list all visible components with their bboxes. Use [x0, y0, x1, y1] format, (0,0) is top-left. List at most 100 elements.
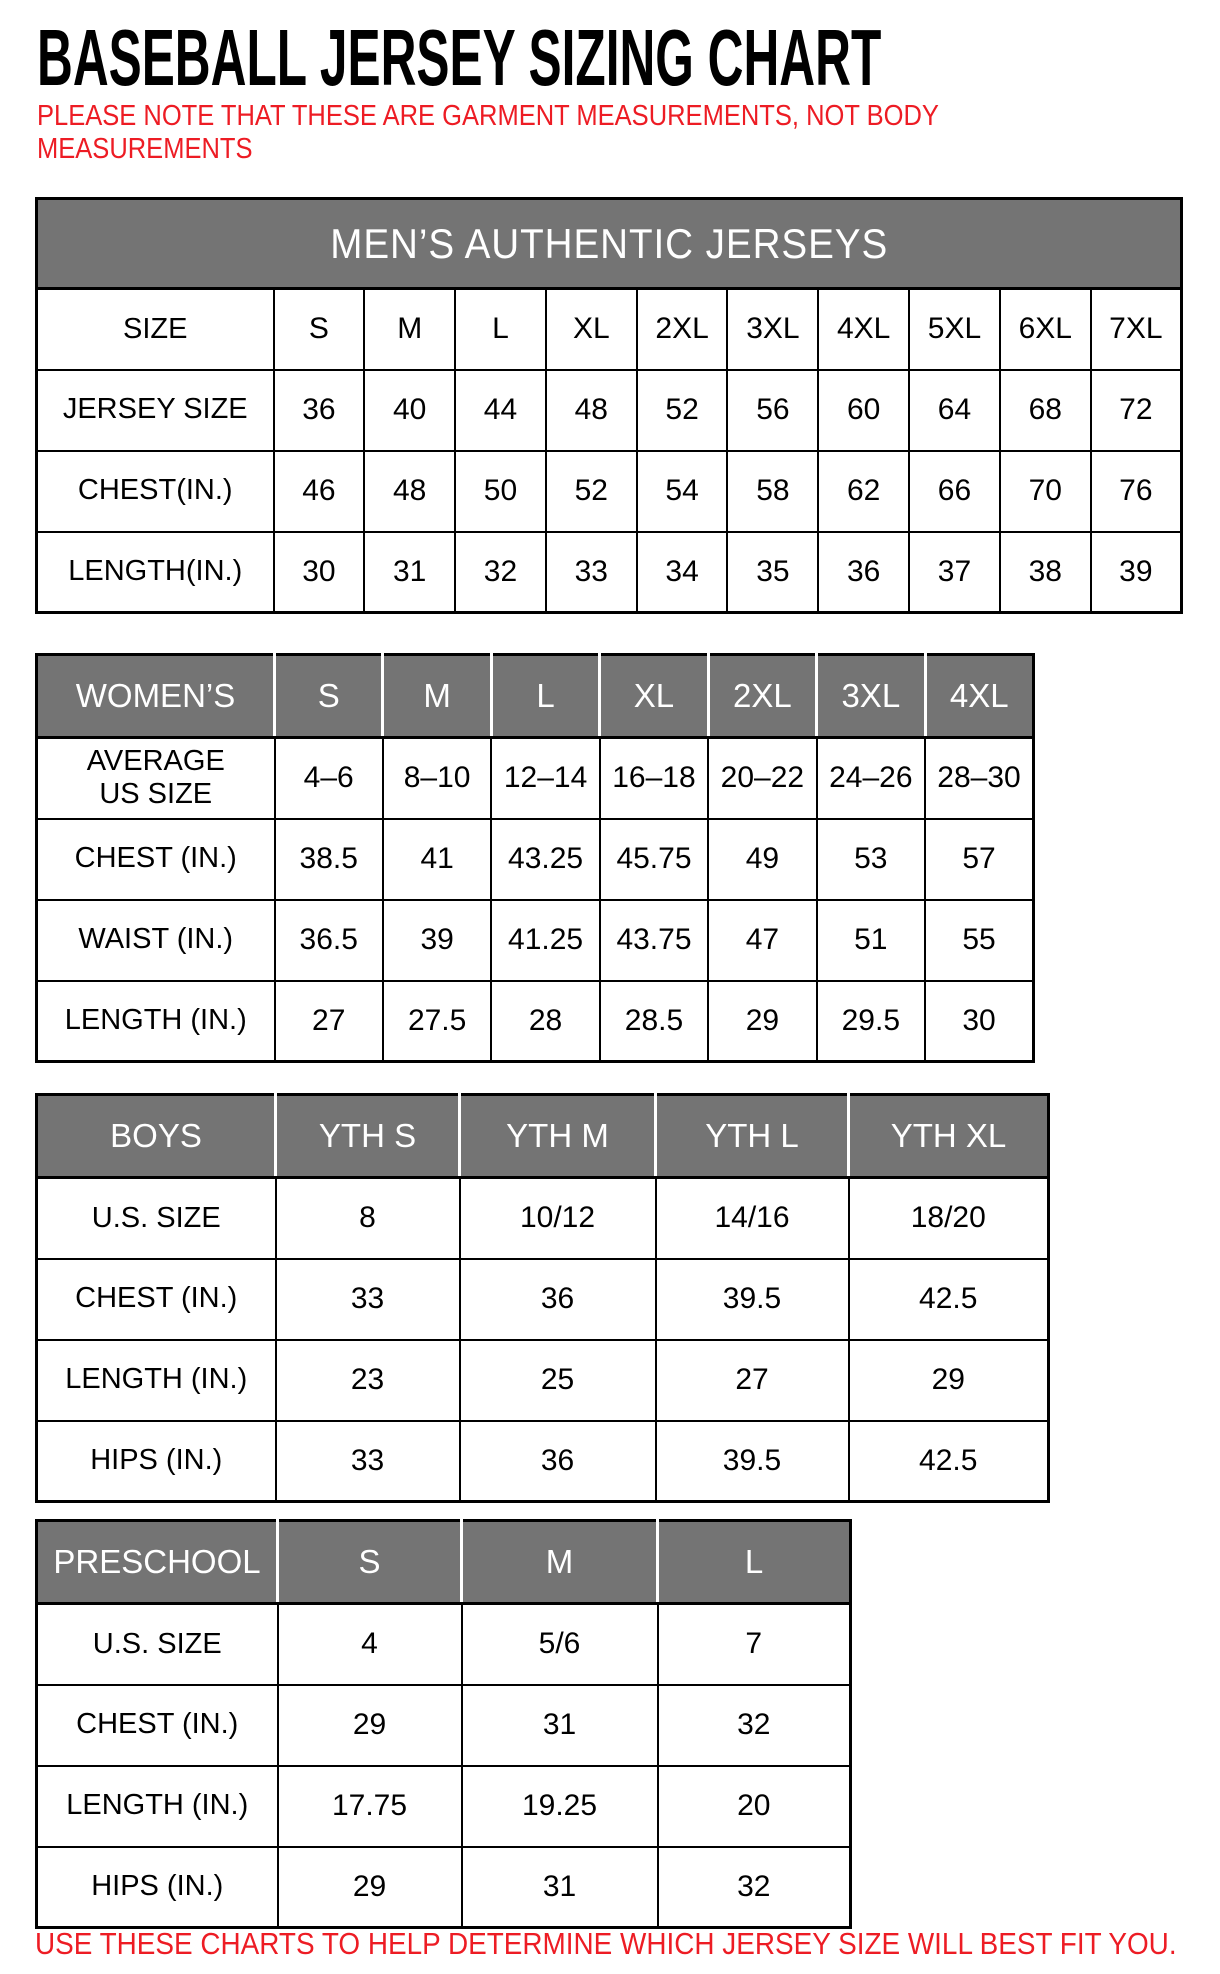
row-label: CHEST(IN.) [35, 449, 275, 533]
size-value: 25 [458, 1338, 657, 1422]
row-label: JERSEY SIZE [35, 368, 275, 452]
size-value: 2XL [635, 287, 729, 371]
measurement-note-line: MEASUREMENTS [37, 133, 1062, 166]
size-value: 52 [635, 368, 729, 452]
size-value: 57 [924, 817, 1035, 901]
size-value: M [363, 287, 457, 371]
size-value: 7 [656, 1602, 852, 1686]
size-value: 47 [707, 898, 818, 982]
column-header: YTH S [274, 1094, 460, 1179]
size-value: 29 [847, 1338, 1050, 1422]
size-value: 28–30 [924, 736, 1035, 820]
size-value: 36 [817, 530, 911, 614]
measurement-note-line: PLEASE NOTE THAT THESE ARE GARMENT MEASU… [37, 100, 1062, 133]
row-label: SIZE [35, 287, 275, 371]
size-value: 55 [924, 898, 1035, 982]
column-header: PRESCHOOL [36, 1520, 278, 1605]
size-value: 36.5 [273, 898, 384, 982]
size-value: 42.5 [847, 1257, 1050, 1341]
row-label: CHEST (IN.) [35, 817, 276, 901]
size-value: 32 [656, 1683, 852, 1767]
size-value: 76 [1089, 449, 1183, 533]
size-value: 60 [817, 368, 911, 452]
column-header: BOYS [36, 1094, 276, 1179]
column-header: YTH M [458, 1094, 656, 1179]
size-value: 36 [272, 368, 366, 452]
size-value: 23 [274, 1338, 461, 1422]
size-value: 39 [1089, 530, 1183, 614]
table-row: AVERAGE US SIZE 4–6 8–10 12–14 16–18 20–22 24–… [35, 736, 1035, 820]
column-header: 4XL [923, 654, 1034, 739]
womens-sizing-table: WOMEN’S S M L XL 2XL 3XL 4XL AVERAGE US SIZE 4–6 8… [35, 653, 1035, 1063]
size-value: 58 [726, 449, 820, 533]
size-value: 7XL [1089, 287, 1183, 371]
column-header: S [276, 1520, 462, 1605]
size-value: 48 [363, 449, 457, 533]
column-header: L [489, 654, 600, 739]
column-header: YTH XL [847, 1094, 1049, 1179]
size-value: 27 [654, 1338, 850, 1422]
measurement-note: PLEASE NOTE THAT THESE ARE GARMENT MEASU… [37, 100, 1062, 166]
size-value: 3XL [726, 287, 820, 371]
size-value: 17.75 [276, 1764, 463, 1848]
size-value: 20–22 [707, 736, 818, 820]
row-label: U.S. SIZE [35, 1176, 277, 1260]
row-label: HIPS (IN.) [35, 1845, 279, 1929]
column-header: WOMEN’S [36, 654, 275, 739]
row-label: LENGTH (IN.) [35, 1764, 279, 1848]
size-value: 27 [273, 979, 384, 1063]
size-value: 39.5 [654, 1257, 850, 1341]
size-value: 10/12 [458, 1176, 657, 1260]
column-header: L [656, 1520, 851, 1605]
size-value: 48 [544, 368, 638, 452]
size-value: 32 [454, 530, 547, 614]
size-value: 18/20 [847, 1176, 1050, 1260]
size-value: 42.5 [847, 1419, 1050, 1503]
table-banner-text: MEN’S AUTHENTIC JERSEYS [330, 219, 888, 267]
size-value: 36 [458, 1419, 657, 1503]
size-value: 27.5 [381, 979, 493, 1063]
size-value: L [454, 287, 547, 371]
size-value: 70 [998, 449, 1092, 533]
table-row: WAIST (IN.) 36.5 39 41.25 43.75 47 51 55 [35, 898, 1035, 982]
size-value: 30 [924, 979, 1035, 1063]
table-row: CHEST (IN.) 29 31 32 [35, 1683, 852, 1767]
size-value: 16–18 [598, 736, 710, 820]
table-row: LENGTH (IN.) 27 27.5 28 28.5 29 29.5 30 [35, 979, 1035, 1063]
row-label: LENGTH (IN.) [35, 979, 276, 1063]
page-title: BASEBALL JERSEY SIZING CHART [37, 18, 1220, 98]
size-value: 54 [635, 449, 729, 533]
row-label: HIPS (IN.) [35, 1419, 277, 1503]
size-value: 64 [908, 368, 1001, 452]
size-value: 43.75 [598, 898, 710, 982]
size-value: 28.5 [598, 979, 710, 1063]
size-value: XL [544, 287, 638, 371]
size-value: 29 [707, 979, 818, 1063]
size-value: 45.75 [598, 817, 710, 901]
table-row: CHEST (IN.) 38.5 41 43.25 45.75 49 53 57 [35, 817, 1035, 901]
table-row: HIPS (IN.) 29 31 32 [35, 1845, 852, 1929]
header-row: BOYS YTH S YTH M YTH L YTH XL [36, 1094, 1049, 1179]
size-value: 62 [817, 449, 911, 533]
boys-sizing-table: BOYS YTH S YTH M YTH L YTH XL U.S. SIZE 8 10/12… [35, 1093, 1050, 1503]
table-row: LENGTH(IN.) 30 31 32 33 34 35 36 37 38 39 [35, 530, 1183, 614]
size-value: 30 [272, 530, 366, 614]
size-value: 39 [381, 898, 493, 982]
size-value: 31 [460, 1845, 659, 1929]
size-value: 39.5 [654, 1419, 850, 1503]
table-row: LENGTH (IN.) 17.75 19.25 20 [35, 1764, 852, 1848]
size-value: 37 [908, 530, 1001, 614]
size-value: 52 [544, 449, 638, 533]
measurement-note-line-text: MEASUREMENTS [37, 133, 253, 165]
size-value: 38.5 [273, 817, 384, 901]
size-value: 41 [381, 817, 493, 901]
table-row: CHEST (IN.) 33 36 39.5 42.5 [35, 1257, 1050, 1341]
row-label: LENGTH (IN.) [35, 1338, 277, 1422]
header-row: MEN’S AUTHENTIC JERSEYS [36, 198, 1182, 290]
size-value: 24–26 [815, 736, 927, 820]
table-banner: MEN’S AUTHENTIC JERSEYS [36, 198, 1182, 290]
row-label: U.S. SIZE [35, 1602, 279, 1686]
table-row: CHEST(IN.) 46 48 50 52 54 58 62 66 70 76 [35, 449, 1183, 533]
size-value: 41.25 [490, 898, 601, 982]
